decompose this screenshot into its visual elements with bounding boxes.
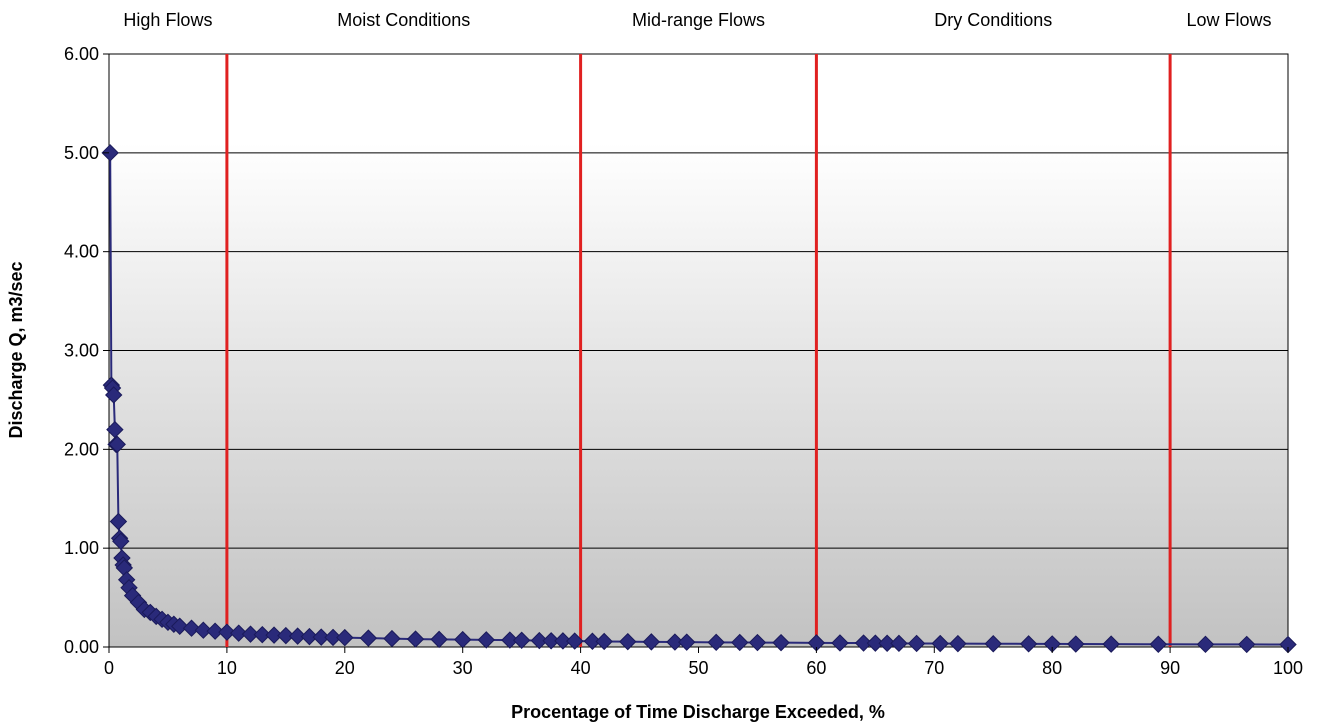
region-label: Mid-range Flows	[632, 10, 765, 30]
region-label: Moist Conditions	[337, 10, 470, 30]
data-point	[336, 628, 354, 647]
data-point	[324, 628, 342, 647]
data-point	[206, 622, 224, 640]
data-point	[105, 386, 123, 404]
data-point	[1238, 635, 1256, 654]
data-point	[554, 632, 572, 650]
data-point	[359, 629, 378, 647]
data-point	[1102, 635, 1120, 653]
data-point	[565, 632, 584, 650]
data-point	[101, 144, 119, 162]
data-point	[312, 628, 330, 646]
data-point	[931, 634, 949, 653]
data-point	[194, 621, 213, 639]
discharge-series	[101, 144, 1297, 654]
data-point	[678, 633, 696, 651]
data-point	[109, 512, 128, 531]
data-point	[171, 617, 189, 635]
data-point	[512, 631, 531, 649]
data-point	[1196, 635, 1215, 654]
y-tick-label: 0.00	[64, 637, 99, 657]
data-point	[619, 632, 637, 651]
axes: 0.00 1.00 2.00 3.00 4.00 5.00 6.00 0 10 20 30 40 50 6…	[64, 44, 1303, 678]
data-point	[406, 630, 425, 648]
data-point	[583, 632, 602, 650]
data-point	[748, 633, 767, 652]
data-point	[530, 631, 549, 650]
x-tick-label: 80	[1042, 658, 1062, 678]
data-point	[1019, 635, 1038, 653]
data-point	[108, 435, 126, 454]
data-point	[984, 635, 1002, 653]
data-point	[878, 634, 896, 652]
y-tick-label: 2.00	[64, 439, 99, 459]
data-point	[666, 633, 684, 651]
data-point	[229, 624, 248, 642]
y-axis-title: Discharge Q, m3/sec	[6, 261, 26, 438]
data-point	[253, 625, 271, 644]
data-point	[1067, 635, 1085, 653]
data-point	[265, 626, 283, 644]
x-tick-label: 90	[1160, 658, 1180, 678]
data-point	[772, 633, 790, 652]
x-axis-title: Procentage of Time Discharge Exceeded, %	[511, 702, 885, 722]
data-point	[182, 619, 201, 637]
data-point	[430, 630, 448, 649]
y-tick-label: 1.00	[64, 538, 99, 558]
region-dividers	[225, 54, 1172, 647]
data-point	[477, 631, 495, 649]
y-tick-label: 5.00	[64, 143, 99, 163]
data-point	[949, 634, 967, 653]
data-point	[866, 634, 885, 652]
data-point	[218, 623, 236, 641]
data-point	[542, 632, 560, 650]
region-label: High Flows	[123, 10, 212, 30]
data-point	[288, 627, 307, 645]
data-point	[1149, 635, 1168, 653]
data-point	[890, 634, 908, 653]
x-tick-label: 30	[453, 658, 473, 678]
data-point	[112, 532, 130, 550]
data-point	[595, 632, 613, 651]
x-tick-label: 20	[335, 658, 355, 678]
x-tick-label: 100	[1273, 658, 1303, 678]
region-label: Dry Conditions	[934, 10, 1052, 30]
x-tick-label: 10	[217, 658, 237, 678]
data-point	[831, 634, 849, 652]
data-point	[642, 633, 661, 651]
region-label: Low Flows	[1187, 10, 1272, 30]
data-point	[277, 626, 295, 645]
x-tick-label: 60	[806, 658, 826, 678]
data-point	[241, 625, 260, 643]
data-point	[907, 634, 926, 653]
x-tick-label: 40	[571, 658, 591, 678]
data-point	[383, 629, 401, 648]
data-point	[300, 627, 319, 646]
x-tick-label: 0	[104, 658, 114, 678]
y-tick-label: 6.00	[64, 44, 99, 64]
data-point	[707, 633, 725, 652]
region-labels: High Flows Moist Conditions Mid-range Flow…	[123, 10, 1271, 30]
x-tick-label: 70	[924, 658, 944, 678]
y-tick-label: 4.00	[64, 242, 99, 262]
data-point	[501, 631, 519, 649]
x-tick-label: 50	[688, 658, 708, 678]
data-point	[854, 634, 873, 652]
grid-lines	[109, 53, 1288, 648]
data-point	[731, 633, 749, 652]
y-tick-label: 3.00	[64, 341, 99, 361]
